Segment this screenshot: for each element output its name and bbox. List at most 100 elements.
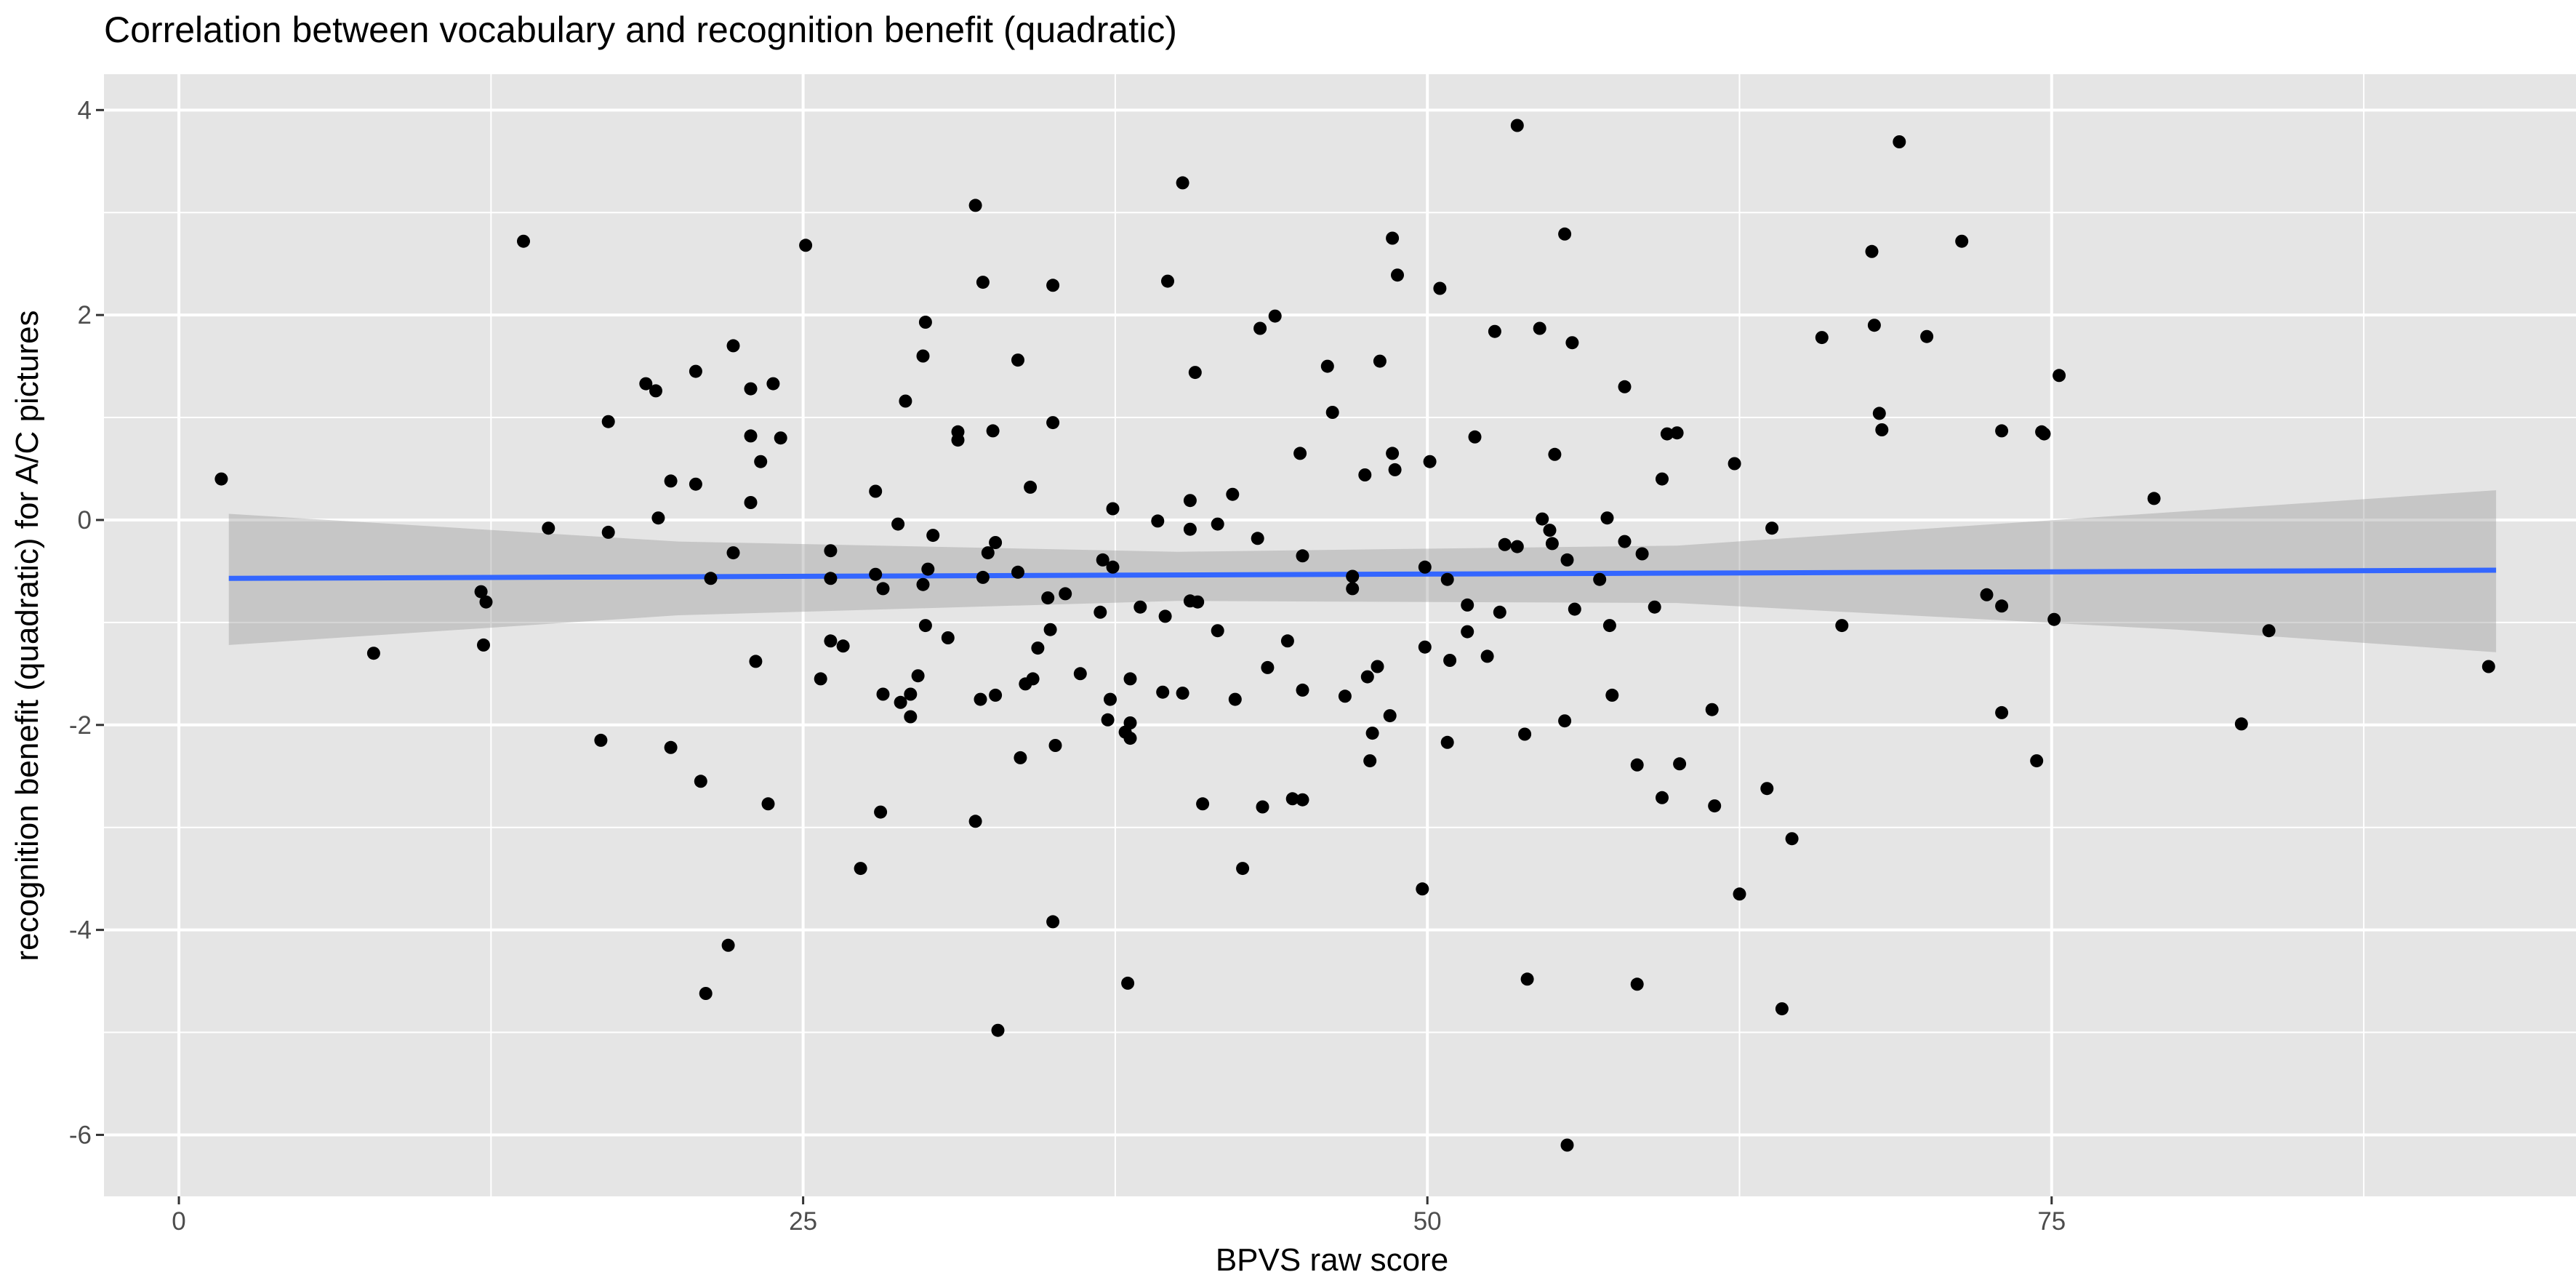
x-tick-label: 75 xyxy=(2037,1207,2066,1236)
data-point xyxy=(639,377,653,391)
data-point xyxy=(1096,553,1110,567)
data-point xyxy=(1995,705,2009,719)
data-point xyxy=(1360,670,1374,684)
data-point xyxy=(926,529,940,543)
data-point xyxy=(1416,882,1429,896)
data-point xyxy=(1468,430,1482,444)
data-point xyxy=(1296,683,1309,697)
data-point xyxy=(1346,582,1360,596)
data-point xyxy=(1602,619,1616,633)
data-point xyxy=(1280,634,1294,648)
data-point xyxy=(991,1023,1005,1037)
data-point xyxy=(1226,487,1240,501)
y-tick-label: 0 xyxy=(78,506,92,535)
y-tick-label: -2 xyxy=(69,711,92,740)
data-point xyxy=(1161,274,1174,288)
data-point xyxy=(989,688,1003,702)
data-point xyxy=(1183,522,1197,536)
data-point xyxy=(876,582,890,596)
data-point xyxy=(1196,797,1210,811)
data-point xyxy=(754,455,768,468)
data-point xyxy=(721,938,735,952)
data-point xyxy=(1383,709,1397,723)
data-point xyxy=(1635,547,1649,561)
data-point xyxy=(1296,549,1309,563)
data-point xyxy=(1510,119,1524,132)
data-point xyxy=(1760,782,1774,796)
data-point xyxy=(1176,176,1189,190)
data-point xyxy=(899,394,912,408)
data-point xyxy=(1358,468,1372,481)
data-point xyxy=(1106,560,1120,574)
data-point xyxy=(1046,416,1060,430)
confidence-band xyxy=(228,490,2497,652)
data-point xyxy=(1600,511,1614,525)
data-point xyxy=(1443,654,1457,667)
data-point xyxy=(1785,832,1799,846)
data-point xyxy=(1391,268,1404,282)
data-point xyxy=(916,349,930,363)
data-point xyxy=(479,595,493,609)
data-point xyxy=(704,572,718,585)
data-point xyxy=(916,577,930,591)
data-point xyxy=(1630,758,1644,772)
data-point xyxy=(1733,887,1746,901)
data-point xyxy=(891,517,905,531)
regression-line-layer xyxy=(228,567,2497,581)
data-point xyxy=(1995,599,2009,613)
data-point xyxy=(1293,447,1307,460)
data-point xyxy=(601,525,615,539)
data-point xyxy=(689,477,702,491)
data-point xyxy=(1043,623,1057,636)
data-point xyxy=(1670,426,1684,440)
data-point xyxy=(941,631,955,644)
data-point xyxy=(2030,754,2044,768)
data-point xyxy=(1133,600,1147,614)
data-point xyxy=(749,655,763,668)
data-point xyxy=(1031,641,1045,655)
data-point xyxy=(1011,565,1024,579)
data-point xyxy=(989,536,1003,549)
data-point xyxy=(366,647,380,660)
data-point xyxy=(1498,537,1512,551)
data-point xyxy=(1073,667,1087,681)
data-point xyxy=(1648,600,1661,614)
data-point xyxy=(1533,321,1546,335)
data-point xyxy=(1835,619,1849,633)
data-point xyxy=(1545,537,1559,551)
y-tick-label: 2 xyxy=(78,301,92,329)
confidence-band-layer xyxy=(228,490,2497,652)
data-point xyxy=(951,433,965,447)
data-point xyxy=(601,415,615,428)
data-point xyxy=(1026,672,1040,686)
data-point xyxy=(664,740,678,754)
data-point xyxy=(1510,540,1524,553)
data-point xyxy=(854,862,867,876)
data-point xyxy=(1101,713,1115,727)
data-point xyxy=(1980,588,1994,601)
data-point xyxy=(1605,688,1619,702)
data-point xyxy=(766,377,780,391)
data-point xyxy=(976,276,990,289)
data-point xyxy=(664,474,678,488)
data-point xyxy=(1373,354,1387,368)
y-tick-label: -6 xyxy=(69,1121,92,1149)
data-point xyxy=(1560,553,1574,567)
data-point xyxy=(1024,480,1038,494)
data-point xyxy=(1151,514,1165,528)
data-point xyxy=(1423,455,1437,468)
data-point xyxy=(1048,739,1062,752)
y-tick-label: -4 xyxy=(69,916,92,945)
data-point xyxy=(824,634,838,648)
data-point xyxy=(1104,692,1117,706)
data-point xyxy=(968,199,982,212)
data-point xyxy=(974,692,987,706)
data-point xyxy=(1363,754,1377,768)
data-point xyxy=(2053,369,2066,383)
data-point xyxy=(918,619,932,633)
chart-title: Correlation between vocabulary and recog… xyxy=(104,9,1177,50)
data-point xyxy=(1618,535,1632,548)
data-point xyxy=(1188,366,1202,380)
data-point xyxy=(1386,447,1400,460)
data-point xyxy=(1388,463,1402,476)
